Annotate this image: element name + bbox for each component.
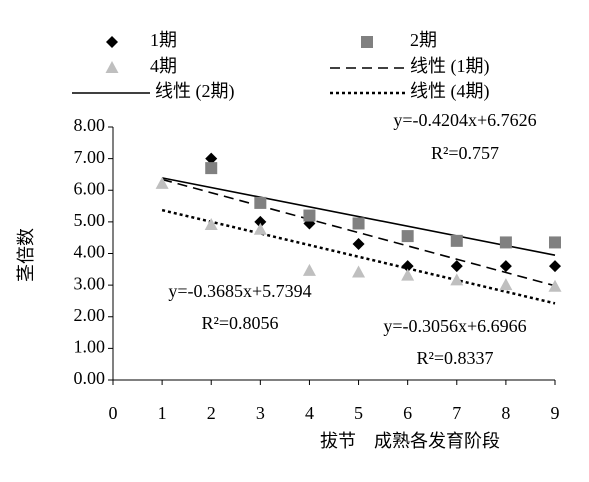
point <box>352 238 365 251</box>
point <box>253 222 267 235</box>
x-tick-label: 1 <box>158 403 167 423</box>
legend-label: 4期 <box>150 56 177 76</box>
trend-equation: y=-0.3056x+6.6966 <box>383 316 526 336</box>
y-tick-label: 0.00 <box>74 368 106 388</box>
legend-label: 线性 (1期) <box>410 56 490 77</box>
x-tick-label: 9 <box>551 403 560 423</box>
legend-label: 线性 (4期) <box>410 81 490 102</box>
legend-marker <box>361 36 373 48</box>
trendline <box>161 177 556 256</box>
x-tick-label: 7 <box>452 403 461 423</box>
point <box>254 196 267 209</box>
point <box>499 236 512 249</box>
trend-equation: y=-0.4204x+6.7626 <box>393 110 536 130</box>
point <box>450 260 463 273</box>
x-tick-label: 5 <box>354 403 363 423</box>
point <box>499 278 513 291</box>
point <box>204 218 218 231</box>
y-tick-label: 7.00 <box>74 147 106 167</box>
trend-equation: y=-0.3685x+5.7394 <box>168 281 311 301</box>
point <box>303 209 316 222</box>
y-axis-label: 茎倍数 <box>16 228 36 282</box>
point <box>302 263 316 276</box>
x-tick-label: 3 <box>256 403 265 423</box>
legend-label: 2期 <box>410 30 437 50</box>
point <box>352 265 366 278</box>
trend-r2: R²=0.8337 <box>416 348 493 368</box>
point <box>205 152 218 165</box>
point <box>401 268 415 281</box>
point <box>548 279 562 292</box>
point <box>549 260 561 273</box>
y-tick-label: 1.00 <box>74 337 106 357</box>
legend-label: 线性 (2期) <box>155 81 235 102</box>
x-tick-label: 6 <box>403 403 412 423</box>
y-tick-label: 4.00 <box>74 242 106 262</box>
x-axis-label: 拔节 成熟各发育阶段 <box>320 431 500 451</box>
legend-label: 1期 <box>150 30 177 50</box>
x-tick-label: 4 <box>305 403 314 423</box>
point <box>549 236 561 249</box>
point <box>450 234 463 247</box>
point <box>352 217 365 230</box>
y-tick-label: 2.00 <box>74 305 106 325</box>
point <box>450 273 464 286</box>
point <box>254 215 267 228</box>
x-tick-label: 8 <box>501 403 510 423</box>
y-tick-label: 5.00 <box>74 210 106 230</box>
point <box>401 260 414 273</box>
y-tick-label: 8.00 <box>74 115 106 135</box>
trendline <box>161 178 556 287</box>
legend-marker <box>105 61 119 73</box>
x-tick-label: 2 <box>207 403 216 423</box>
point <box>401 230 414 243</box>
trend-r2: R²=0.757 <box>431 143 499 163</box>
x-tick-label: 0 <box>109 403 118 423</box>
point <box>155 176 169 189</box>
trend-r2: R²=0.8056 <box>201 313 278 333</box>
point <box>499 260 512 273</box>
y-tick-label: 3.00 <box>74 273 106 293</box>
point <box>205 162 218 175</box>
y-tick-label: 6.00 <box>74 178 106 198</box>
legend-marker <box>106 36 118 48</box>
trendline <box>161 208 556 305</box>
